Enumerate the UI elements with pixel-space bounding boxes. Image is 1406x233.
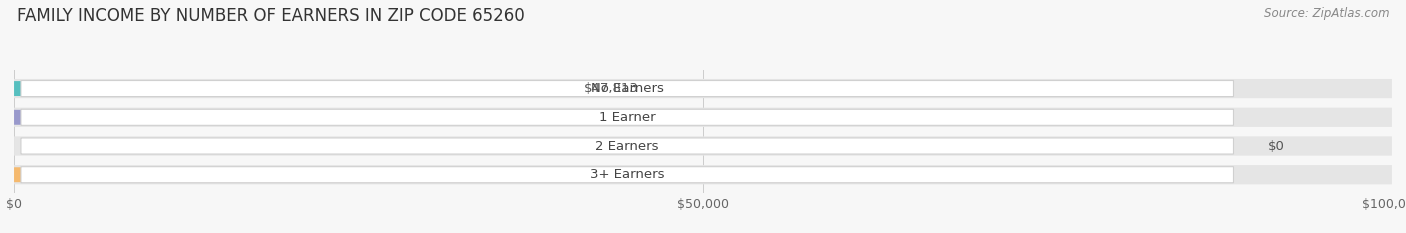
FancyBboxPatch shape bbox=[14, 167, 1209, 182]
Text: $0: $0 bbox=[1268, 140, 1285, 153]
Text: No Earners: No Earners bbox=[591, 82, 664, 95]
Text: $86,750: $86,750 bbox=[1121, 168, 1175, 181]
Text: 2 Earners: 2 Earners bbox=[596, 140, 659, 153]
FancyBboxPatch shape bbox=[21, 109, 1233, 125]
Text: 1 Earner: 1 Earner bbox=[599, 111, 655, 124]
FancyBboxPatch shape bbox=[21, 81, 1233, 97]
Text: $64,167: $64,167 bbox=[808, 111, 863, 124]
FancyBboxPatch shape bbox=[14, 165, 1392, 184]
FancyBboxPatch shape bbox=[14, 136, 1392, 156]
FancyBboxPatch shape bbox=[14, 79, 1392, 98]
FancyBboxPatch shape bbox=[14, 110, 898, 125]
Text: FAMILY INCOME BY NUMBER OF EARNERS IN ZIP CODE 65260: FAMILY INCOME BY NUMBER OF EARNERS IN ZI… bbox=[17, 7, 524, 25]
Text: 3+ Earners: 3+ Earners bbox=[591, 168, 665, 181]
Text: $47,813: $47,813 bbox=[583, 82, 638, 95]
Text: Source: ZipAtlas.com: Source: ZipAtlas.com bbox=[1264, 7, 1389, 20]
FancyBboxPatch shape bbox=[14, 81, 673, 96]
FancyBboxPatch shape bbox=[21, 167, 1233, 183]
FancyBboxPatch shape bbox=[21, 138, 1233, 154]
FancyBboxPatch shape bbox=[14, 108, 1392, 127]
